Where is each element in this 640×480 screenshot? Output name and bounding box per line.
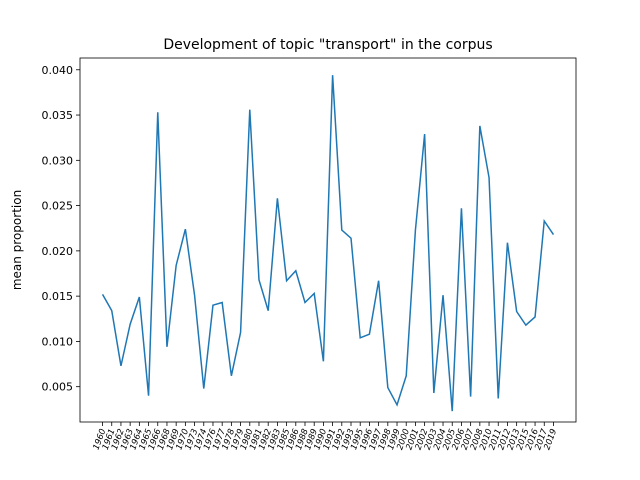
y-tick-label: 0.020 — [42, 245, 74, 258]
y-axis-label: mean proportion — [10, 190, 24, 290]
y-tick-label: 0.010 — [42, 335, 74, 348]
series-line — [101, 75, 555, 412]
y-tick-label: 0.040 — [42, 64, 74, 77]
y-tick-label: 0.005 — [42, 381, 74, 394]
plot-frame — [79, 57, 577, 423]
y-tick-label: 0.015 — [42, 290, 74, 303]
y-tick-label: 0.025 — [42, 200, 74, 213]
chart-title: Development of topic "transport" in the … — [163, 37, 492, 53]
y-tick-label: 0.035 — [42, 109, 74, 122]
y-tick-label: 0.030 — [42, 154, 74, 167]
